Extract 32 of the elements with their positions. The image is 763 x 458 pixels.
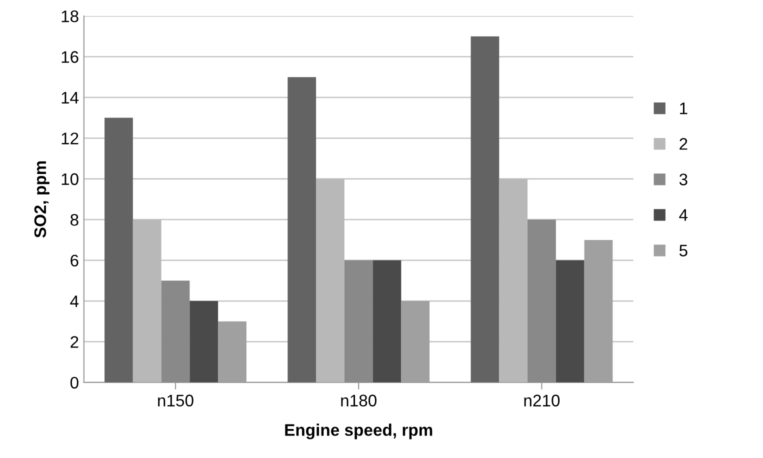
bar	[470, 36, 500, 382]
y-axis-title: SO2, ppm	[34, 161, 50, 238]
bar	[372, 260, 402, 382]
legend-label: 4	[679, 209, 688, 221]
y-tick-label: 2	[70, 336, 78, 348]
bar	[499, 178, 528, 382]
x-tick-label: n150	[158, 394, 194, 406]
y-tick-label: 18	[62, 10, 78, 22]
x-tick-label: n180	[341, 394, 376, 406]
y-tick-label: 10	[62, 173, 78, 186]
bar	[556, 260, 584, 382]
bar	[316, 178, 344, 382]
y-tick-label: 16	[62, 51, 78, 63]
y-tick-label: 4	[70, 296, 79, 308]
legend-label: 1	[680, 102, 688, 114]
legend-label: 5	[679, 244, 688, 256]
bar	[104, 118, 133, 382]
legend-label: 2	[680, 138, 688, 150]
bar	[288, 77, 316, 382]
y-tick-label: 12	[62, 132, 78, 144]
x-tick-label: n210	[524, 394, 560, 406]
bar	[132, 220, 162, 382]
legend-label: 3	[679, 174, 688, 186]
bar	[528, 220, 556, 382]
y-tick-label: 0	[70, 376, 78, 389]
y-tick-label: 8	[70, 214, 78, 226]
bar	[190, 301, 218, 382]
y-tick-label: 6	[70, 254, 78, 266]
bar	[344, 260, 373, 382]
y-tick-label: 14	[62, 92, 79, 104]
bar	[161, 280, 190, 382]
x-axis-title: Engine speed, rpm	[285, 424, 432, 440]
